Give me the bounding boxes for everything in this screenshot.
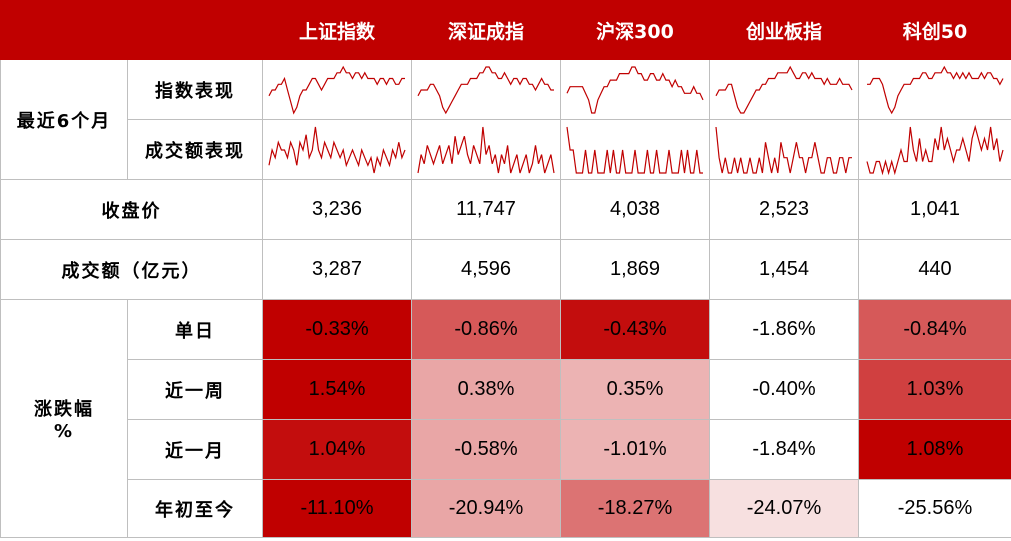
volume-sparkline-line: [866, 124, 1004, 175]
volume-sparkline: [417, 126, 555, 173]
sparkline-cell: [709, 59, 859, 120]
close-label: 收盘价: [0, 179, 263, 240]
index-sparkline-line: [417, 65, 554, 114]
change-cell: -0.58%: [411, 419, 561, 480]
turnover-value: 1,869: [560, 239, 710, 300]
change-cell: 1.54%: [262, 359, 412, 420]
index-sparkline-line: [715, 65, 853, 114]
sparkline-cell: [411, 59, 561, 120]
sparkline-cell: [262, 59, 412, 120]
turnover-label: 成交额（亿元）: [0, 239, 263, 300]
header-blank: [0, 0, 263, 60]
volume-sparkline: [566, 126, 703, 174]
index-sparkline-row: 最近6个月 指数表现: [0, 59, 1011, 180]
close-value: 1,041: [858, 179, 1011, 240]
volume-sparkline-line: [417, 126, 555, 173]
header-col: 创业板指: [709, 0, 859, 60]
volume-sparkline-row: 成交额表现: [1, 119, 1011, 180]
header-col: 科创50: [858, 0, 1011, 60]
close-value: 4,038: [560, 179, 710, 240]
change-cell: -24.07%: [709, 479, 859, 538]
change-cell: 0.38%: [411, 359, 561, 420]
sparkline-cell: [858, 119, 1011, 180]
close-value: 3,236: [262, 179, 412, 240]
change-cell: -20.94%: [411, 479, 561, 538]
change-row-week: 近一周 1.54% 0.38% 0.35% -0.40% 1.03%: [1, 359, 1011, 420]
sparkline-cell: [560, 119, 710, 180]
sparkline-cell: [858, 59, 1011, 120]
turnover-value: 3,287: [262, 239, 412, 300]
change-label-line2: %: [53, 421, 75, 442]
sparkline-cell: [262, 119, 412, 180]
header-row: 上证指数 深证成指 沪深300 创业板指 科创50: [0, 0, 1011, 60]
header-col: 深证成指: [411, 0, 561, 60]
change-cell: -1.01%: [560, 419, 710, 480]
period-label: 近一周: [127, 359, 263, 420]
index-sparkline: [566, 65, 704, 114]
index-sparkline-line: [268, 65, 405, 115]
recent-6-months-label: 最近6个月: [0, 59, 128, 180]
change-cell: -0.86%: [411, 299, 561, 360]
header-col: 沪深300: [560, 0, 710, 60]
change-cell: -1.86%: [709, 299, 859, 360]
close-value: 11,747: [411, 179, 561, 240]
index-sparkline: [417, 65, 554, 114]
change-cell: 1.03%: [858, 359, 1011, 420]
change-cell: -11.10%: [262, 479, 412, 538]
change-label-line1: 涨跌幅: [34, 399, 94, 420]
change-row-ytd: 年初至今 -11.10% -20.94% -18.27% -24.07% -25…: [1, 479, 1011, 538]
change-cell: -18.27%: [560, 479, 710, 538]
turnover-value: 1,454: [709, 239, 859, 300]
index-perf-label: 指数表现: [127, 59, 263, 120]
change-row-day: 涨跌幅 % 单日 -0.33% -0.86% -0.43% -1.86% -0.…: [0, 299, 1011, 538]
volume-sparkline: [268, 126, 406, 173]
change-cell: -25.56%: [858, 479, 1011, 538]
sparkline-cell: [411, 119, 561, 180]
change-label: 涨跌幅 %: [0, 299, 128, 538]
period-label: 近一月: [127, 419, 263, 480]
volume-perf-label: 成交额表现: [127, 119, 263, 180]
change-cell: 1.04%: [262, 419, 412, 480]
index-sparkline: [268, 65, 405, 115]
index-sparkline: [715, 65, 853, 114]
close-row: 收盘价 3,236 11,747 4,038 2,523 1,041: [0, 179, 1011, 240]
volume-sparkline-line: [715, 126, 852, 174]
period-label: 年初至今: [127, 479, 263, 538]
volume-sparkline: [866, 124, 1004, 175]
change-cell: -0.84%: [858, 299, 1011, 360]
index-sparkline-line: [867, 65, 1004, 114]
change-cell: -0.33%: [262, 299, 412, 360]
volume-sparkline: [715, 126, 852, 174]
change-cell: -0.40%: [709, 359, 859, 420]
index-sparkline: [867, 65, 1004, 114]
period-label: 单日: [127, 299, 263, 360]
sparkline-cell: [709, 119, 859, 180]
turnover-row: 成交额（亿元） 3,287 4,596 1,869 1,454 440: [0, 239, 1011, 300]
turnover-value: 4,596: [411, 239, 561, 300]
header-col: 上证指数: [262, 0, 412, 60]
change-cell: -0.43%: [560, 299, 710, 360]
turnover-value: 440: [858, 239, 1011, 300]
change-row-month: 近一月 1.04% -0.58% -1.01% -1.84% 1.08%: [1, 419, 1011, 480]
close-value: 2,523: [709, 179, 859, 240]
index-sparkline-line: [566, 65, 704, 114]
volume-sparkline-line: [566, 126, 703, 174]
volume-sparkline-line: [268, 126, 406, 173]
change-cell: 1.08%: [858, 419, 1011, 480]
sparkline-cell: [560, 59, 710, 120]
change-cell: -1.84%: [709, 419, 859, 480]
change-cell: 0.35%: [560, 359, 710, 420]
